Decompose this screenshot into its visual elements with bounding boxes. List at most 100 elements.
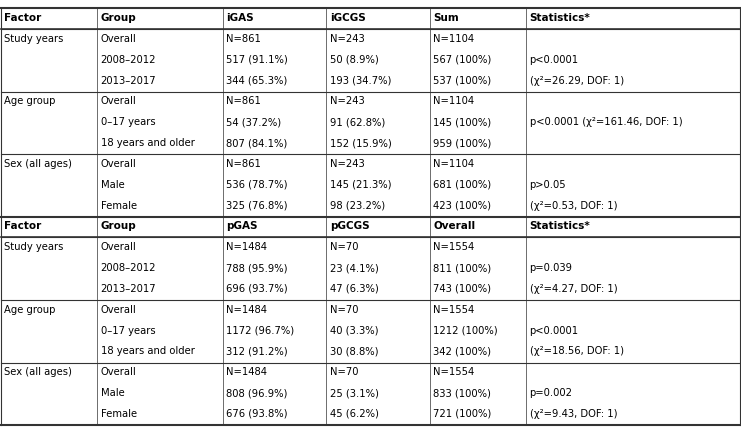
- Text: 152 (15.9%): 152 (15.9%): [330, 138, 391, 148]
- Text: 788 (95.9%): 788 (95.9%): [226, 262, 288, 273]
- Text: 811 (100%): 811 (100%): [433, 262, 491, 273]
- Text: p=0.002: p=0.002: [530, 387, 573, 397]
- Text: 98 (23.2%): 98 (23.2%): [330, 200, 385, 210]
- Text: Male: Male: [101, 387, 124, 397]
- Text: Sex (all ages): Sex (all ages): [4, 159, 73, 169]
- Text: 536 (78.7%): 536 (78.7%): [226, 179, 288, 189]
- Text: N=861: N=861: [226, 34, 261, 44]
- Text: N=1104: N=1104: [433, 159, 474, 169]
- Text: p<0.0001 (χ²=161.46, DOF: 1): p<0.0001 (χ²=161.46, DOF: 1): [530, 117, 682, 127]
- Text: Overall: Overall: [101, 96, 136, 106]
- Text: N=243: N=243: [330, 34, 365, 44]
- Text: 2013–2017: 2013–2017: [101, 75, 156, 85]
- Text: N=243: N=243: [330, 96, 365, 106]
- Text: 681 (100%): 681 (100%): [433, 179, 491, 189]
- Text: Statistics*: Statistics*: [530, 13, 591, 23]
- Text: 23 (4.1%): 23 (4.1%): [330, 262, 379, 273]
- Text: Overall: Overall: [101, 242, 136, 252]
- Text: N=861: N=861: [226, 96, 261, 106]
- Text: Sex (all ages): Sex (all ages): [4, 366, 73, 376]
- Text: 18 years and older: 18 years and older: [101, 346, 194, 356]
- Text: Overall: Overall: [101, 366, 136, 376]
- Text: N=1484: N=1484: [226, 242, 268, 252]
- Text: Statistics*: Statistics*: [530, 221, 591, 231]
- Text: (χ²=4.27, DOF: 1): (χ²=4.27, DOF: 1): [530, 283, 617, 293]
- Text: N=1554: N=1554: [433, 242, 475, 252]
- Text: 312 (91.2%): 312 (91.2%): [226, 346, 288, 356]
- Text: 50 (8.9%): 50 (8.9%): [330, 55, 379, 64]
- Text: N=70: N=70: [330, 242, 359, 252]
- Text: 193 (34.7%): 193 (34.7%): [330, 75, 391, 85]
- Text: 537 (100%): 537 (100%): [433, 75, 491, 85]
- Text: Overall: Overall: [101, 34, 136, 44]
- Text: 721 (100%): 721 (100%): [433, 408, 491, 418]
- Text: 567 (100%): 567 (100%): [433, 55, 491, 64]
- Text: Group: Group: [101, 13, 136, 23]
- Text: Study years: Study years: [4, 34, 64, 44]
- Text: 54 (37.2%): 54 (37.2%): [226, 117, 282, 127]
- Text: Age group: Age group: [4, 304, 56, 314]
- Text: N=1484: N=1484: [226, 366, 268, 376]
- Text: 30 (8.8%): 30 (8.8%): [330, 346, 379, 356]
- Text: 91 (62.8%): 91 (62.8%): [330, 117, 385, 127]
- Text: 807 (84.1%): 807 (84.1%): [226, 138, 288, 148]
- Text: Overall: Overall: [101, 159, 136, 169]
- Text: N=243: N=243: [330, 159, 365, 169]
- Text: Female: Female: [101, 408, 136, 418]
- Text: N=70: N=70: [330, 304, 359, 314]
- Text: 2008–2012: 2008–2012: [101, 262, 156, 273]
- Text: N=861: N=861: [226, 159, 261, 169]
- Text: 45 (6.2%): 45 (6.2%): [330, 408, 379, 418]
- Text: Factor: Factor: [4, 13, 41, 23]
- Text: Male: Male: [101, 179, 124, 189]
- Text: 145 (21.3%): 145 (21.3%): [330, 179, 391, 189]
- Text: 2008–2012: 2008–2012: [101, 55, 156, 64]
- Text: Sum: Sum: [433, 13, 459, 23]
- Text: 696 (93.7%): 696 (93.7%): [226, 283, 288, 293]
- Text: pGCGS: pGCGS: [330, 221, 370, 231]
- Text: N=1484: N=1484: [226, 304, 268, 314]
- Text: 25 (3.1%): 25 (3.1%): [330, 387, 379, 397]
- Text: N=1554: N=1554: [433, 304, 475, 314]
- Text: iGAS: iGAS: [226, 13, 254, 23]
- Text: pGAS: pGAS: [226, 221, 258, 231]
- Text: N=70: N=70: [330, 366, 359, 376]
- Text: 145 (100%): 145 (100%): [433, 117, 491, 127]
- Text: 47 (6.3%): 47 (6.3%): [330, 283, 379, 293]
- Text: 18 years and older: 18 years and older: [101, 138, 194, 148]
- Text: 40 (3.3%): 40 (3.3%): [330, 325, 379, 335]
- Text: (χ²=0.53, DOF: 1): (χ²=0.53, DOF: 1): [530, 200, 617, 210]
- Text: 959 (100%): 959 (100%): [433, 138, 491, 148]
- Text: Study years: Study years: [4, 242, 64, 252]
- Text: iGCGS: iGCGS: [330, 13, 365, 23]
- Text: 1212 (100%): 1212 (100%): [433, 325, 498, 335]
- Text: (χ²=18.56, DOF: 1): (χ²=18.56, DOF: 1): [530, 346, 623, 356]
- Text: p<0.0001: p<0.0001: [530, 55, 579, 64]
- Text: N=1554: N=1554: [433, 366, 475, 376]
- Text: 325 (76.8%): 325 (76.8%): [226, 200, 288, 210]
- Text: Age group: Age group: [4, 96, 56, 106]
- Text: 2013–2017: 2013–2017: [101, 283, 156, 293]
- Text: 342 (100%): 342 (100%): [433, 346, 491, 356]
- Text: 676 (93.8%): 676 (93.8%): [226, 408, 288, 418]
- Text: p<0.0001: p<0.0001: [530, 325, 579, 335]
- Text: 808 (96.9%): 808 (96.9%): [226, 387, 288, 397]
- Text: (χ²=9.43, DOF: 1): (χ²=9.43, DOF: 1): [530, 408, 617, 418]
- Text: 833 (100%): 833 (100%): [433, 387, 491, 397]
- Text: 1172 (96.7%): 1172 (96.7%): [226, 325, 294, 335]
- Text: N=1104: N=1104: [433, 96, 474, 106]
- Text: N=1104: N=1104: [433, 34, 474, 44]
- Text: 0–17 years: 0–17 years: [101, 325, 155, 335]
- Text: 423 (100%): 423 (100%): [433, 200, 491, 210]
- Text: p>0.05: p>0.05: [530, 179, 566, 189]
- Text: 0–17 years: 0–17 years: [101, 117, 155, 127]
- Text: Group: Group: [101, 221, 136, 231]
- Text: Overall: Overall: [433, 221, 476, 231]
- Text: (χ²=26.29, DOF: 1): (χ²=26.29, DOF: 1): [530, 75, 624, 85]
- Text: Factor: Factor: [4, 221, 41, 231]
- Text: Female: Female: [101, 200, 136, 210]
- Text: 344 (65.3%): 344 (65.3%): [226, 75, 288, 85]
- Text: Overall: Overall: [101, 304, 136, 314]
- Text: 743 (100%): 743 (100%): [433, 283, 491, 293]
- Text: 517 (91.1%): 517 (91.1%): [226, 55, 288, 64]
